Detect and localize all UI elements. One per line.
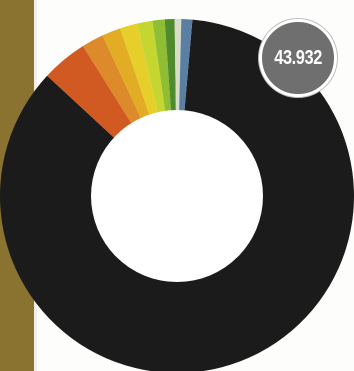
total-badge: 43.932: [259, 19, 337, 97]
donut-slice-9: [174, 18, 182, 196]
total-value: 43.932: [274, 46, 322, 69]
donut-hole: [91, 110, 263, 282]
donut-slice-1: [0, 19, 354, 371]
